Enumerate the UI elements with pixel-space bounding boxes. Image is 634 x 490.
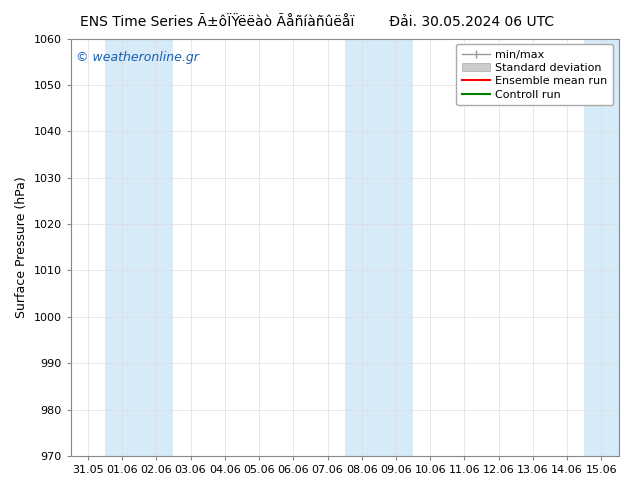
Bar (345, 39, 413, 456)
Text: ENS Time Series Ã±ôÏŸëëàò Ãåñíàñûëåï        Đải. 30.05.2024 06 UTC: ENS Time Series Ã±ôÏŸëëàò Ãåñíàñûëåï Đải… (80, 15, 554, 29)
Legend: min/max, Standard deviation, Ensemble mean run, Controll run: min/max, Standard deviation, Ensemble me… (456, 44, 613, 105)
Text: © weatheronline.gr: © weatheronline.gr (76, 51, 199, 64)
Y-axis label: Surface Pressure (hPa): Surface Pressure (hPa) (15, 176, 28, 318)
Bar (585, 39, 619, 456)
Bar (105, 39, 174, 456)
